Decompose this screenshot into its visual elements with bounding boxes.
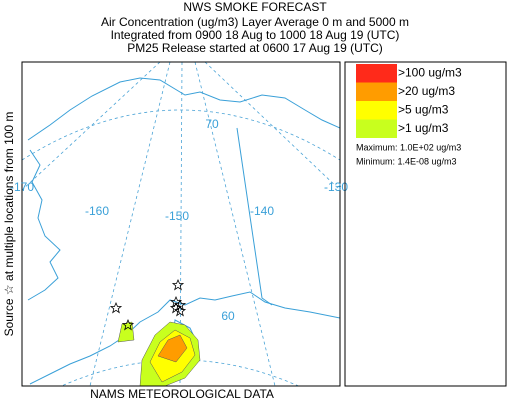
latitude-label: 60 bbox=[221, 309, 235, 323]
legend-swatch bbox=[356, 119, 397, 138]
graticule bbox=[22, 109, 340, 161]
subtitle: Air Concentration (ug/m3) Layer Average … bbox=[101, 15, 409, 29]
legend-label: >20 ug/m3 bbox=[398, 84, 455, 98]
plume bbox=[157, 334, 188, 363]
graticule bbox=[22, 62, 161, 191]
legend: >100 ug/m3 >20 ug/m3 >5 ug/m3 >1 ug/m3 Maxim… bbox=[344, 61, 507, 387]
legend-label: >1 ug/m3 bbox=[398, 121, 449, 135]
graticule bbox=[194, 62, 276, 386]
legend-minimum: Minimum: 1.4E-08 ug/m3 bbox=[356, 156, 457, 166]
longitude-label: -150 bbox=[165, 209, 189, 223]
graticule bbox=[89, 62, 171, 386]
source-label: Source ☆ at multiple locations from 100 … bbox=[2, 112, 16, 337]
legend-swatch bbox=[356, 101, 397, 120]
subtitle: PM25 Release started at 0600 17 Aug 19 (… bbox=[127, 41, 382, 55]
longitude-label: -170 bbox=[10, 180, 34, 194]
map-frame bbox=[21, 61, 341, 387]
longitude-label: -130 bbox=[324, 180, 348, 194]
legend-swatch bbox=[356, 82, 397, 101]
footer: NAMS METEOROLOGICAL DATA bbox=[90, 387, 274, 401]
plume bbox=[117, 321, 135, 343]
title: NWS SMOKE FORECAST bbox=[183, 0, 327, 14]
latitude-label: 70 bbox=[205, 117, 219, 131]
longitude-label: -160 bbox=[85, 204, 109, 218]
coastline bbox=[27, 77, 340, 141]
legend-swatch bbox=[356, 64, 397, 83]
coastline bbox=[27, 149, 61, 301]
legend-label: >100 ug/m3 bbox=[398, 66, 462, 80]
legend-maximum: Maximum: 1.0E+02 ug/m3 bbox=[356, 142, 461, 152]
coastline bbox=[29, 291, 340, 385]
map: -170 -160 -150 -140 -130 70 60 bbox=[10, 61, 348, 387]
graticule bbox=[204, 62, 340, 191]
legend-frame bbox=[344, 61, 507, 387]
longitude-label: -140 bbox=[250, 204, 274, 218]
legend-label: >5 ug/m3 bbox=[398, 103, 449, 117]
subtitle: Integrated from 0900 18 Aug to 1000 18 A… bbox=[111, 28, 400, 42]
